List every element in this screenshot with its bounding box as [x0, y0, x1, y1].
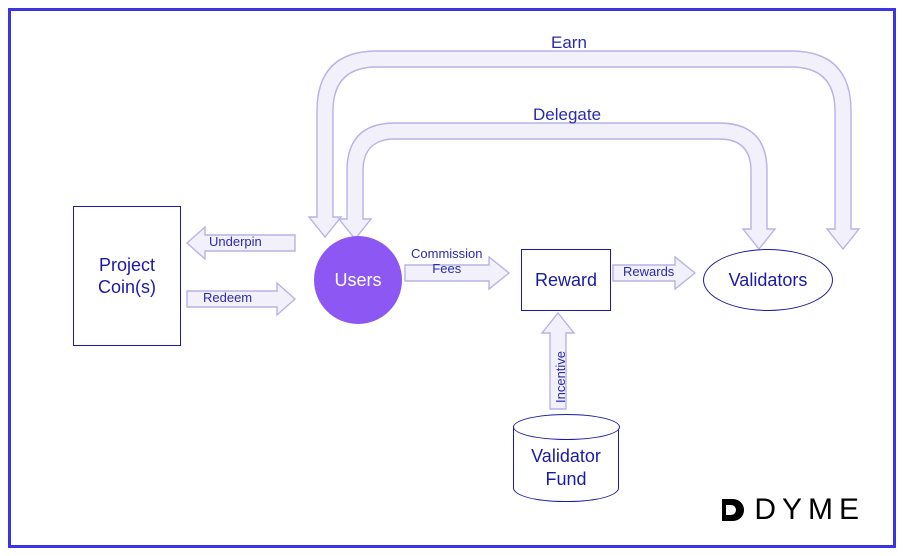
node-validators: Validators	[703, 249, 833, 311]
label-underpin: Underpin	[209, 234, 262, 249]
label-commission-2: Fees	[411, 262, 483, 277]
node-project-coins: Project Coin(s)	[73, 206, 181, 346]
node-users-label: Users	[334, 269, 381, 292]
brand-logo-text: DYME	[754, 493, 865, 527]
brand-logo: DYME	[722, 493, 865, 527]
label-earn: Earn	[551, 33, 587, 53]
node-reward-label: Reward	[535, 269, 597, 292]
label-delegate: Delegate	[533, 105, 601, 125]
label-commission: Commission Fees	[411, 247, 483, 277]
cylinder-top	[513, 414, 620, 440]
label-incentive: Incentive	[553, 351, 568, 403]
node-reward: Reward	[521, 249, 611, 311]
node-validator-fund: Validator Fund	[513, 426, 619, 502]
node-project-coins-label-2: Coin(s)	[98, 276, 156, 299]
label-commission-1: Commission	[411, 247, 483, 262]
label-rewards: Rewards	[623, 264, 674, 279]
edge-delegate	[339, 123, 775, 249]
diagram-frame: .blk { fill:#f2f0fa; stroke:#b7b3e6; str…	[8, 8, 896, 548]
node-validators-label: Validators	[729, 269, 808, 292]
brand-mark-icon	[722, 499, 744, 521]
node-validator-fund-label-1: Validator	[531, 445, 601, 468]
node-project-coins-label-1: Project	[98, 254, 156, 277]
node-validator-fund-label-2: Fund	[531, 468, 601, 491]
edge-earn	[309, 51, 859, 249]
node-users: Users	[314, 236, 402, 324]
label-redeem: Redeem	[203, 290, 252, 305]
